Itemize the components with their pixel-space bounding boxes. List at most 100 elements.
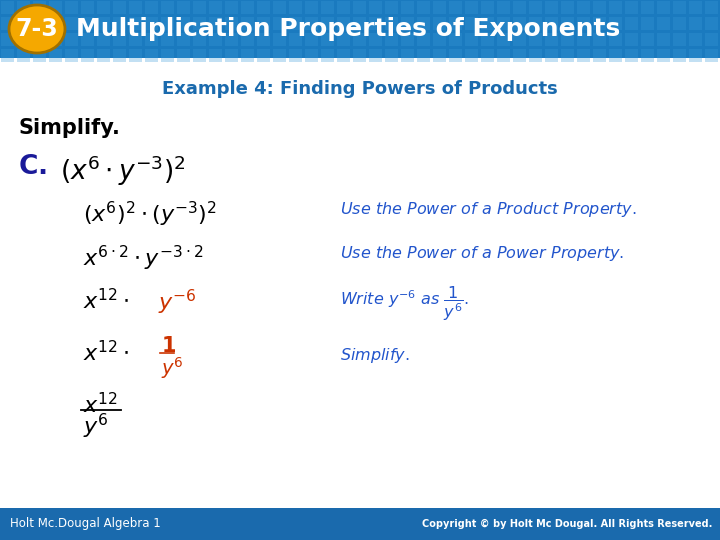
Bar [81, 49, 94, 62]
Bar [193, 1, 206, 14]
Bar [337, 17, 350, 30]
Text: $x^{6 \cdot 2} \cdot y^{-3 \cdot 2}$: $x^{6 \cdot 2} \cdot y^{-3 \cdot 2}$ [83, 244, 203, 273]
Ellipse shape [9, 5, 65, 53]
Text: $\mathbf{1}$: $\mathbf{1}$ [161, 336, 176, 356]
Bar [241, 17, 254, 30]
Bar [465, 17, 478, 30]
Bar [129, 49, 142, 62]
Bar [497, 33, 510, 46]
Bar [49, 33, 62, 46]
Bar [481, 49, 494, 62]
Bar [273, 1, 286, 14]
Bar [561, 49, 574, 62]
Bar [513, 49, 526, 62]
Bar [449, 1, 462, 14]
Bar [465, 1, 478, 14]
Bar [241, 1, 254, 14]
Bar [705, 1, 718, 14]
Bar [209, 49, 222, 62]
Bar [481, 17, 494, 30]
Text: $(x^6 \cdot y^{-3})^2$: $(x^6 \cdot y^{-3})^2$ [60, 154, 186, 188]
Bar [673, 1, 686, 14]
Bar [81, 17, 94, 30]
Bar [161, 49, 174, 62]
Bar [321, 17, 334, 30]
Text: $x^{12} \cdot$: $x^{12} \cdot$ [83, 340, 129, 365]
Bar [193, 33, 206, 46]
Bar [449, 33, 462, 46]
Bar [113, 1, 126, 14]
Text: $\mathit{Use\ the\ Power\ of\ a\ Power\ Property.}$: $\mathit{Use\ the\ Power\ of\ a\ Power\ … [340, 244, 624, 263]
Bar [97, 49, 110, 62]
Text: $\mathit{Use\ the\ Power\ of\ a\ Product\ Property.}$: $\mathit{Use\ the\ Power\ of\ a\ Product… [340, 200, 636, 219]
Bar [369, 33, 382, 46]
Bar [129, 17, 142, 30]
Text: $x^{12}$: $x^{12}$ [83, 392, 118, 417]
Bar [609, 1, 622, 14]
Bar [17, 33, 30, 46]
Bar [305, 33, 318, 46]
Bar [81, 1, 94, 14]
Bar [593, 17, 606, 30]
Text: Multiplication Properties of Exponents: Multiplication Properties of Exponents [76, 17, 620, 41]
Bar [337, 49, 350, 62]
Bar [497, 17, 510, 30]
Bar [433, 17, 446, 30]
Bar [225, 33, 238, 46]
Bar [513, 1, 526, 14]
Text: $\mathit{Simplify.}$: $\mathit{Simplify.}$ [340, 346, 410, 365]
Bar [481, 1, 494, 14]
Bar [529, 33, 542, 46]
Bar [641, 1, 654, 14]
Bar [257, 1, 270, 14]
Bar [321, 49, 334, 62]
Bar [321, 33, 334, 46]
Bar [17, 49, 30, 62]
Bar [177, 1, 190, 14]
Bar [113, 17, 126, 30]
Bar [353, 49, 366, 62]
Bar [353, 17, 366, 30]
Bar [561, 1, 574, 14]
Bar [513, 33, 526, 46]
Bar [401, 49, 414, 62]
Bar [49, 17, 62, 30]
Bar [177, 49, 190, 62]
Bar [177, 17, 190, 30]
Bar [1, 1, 14, 14]
Bar [465, 49, 478, 62]
Bar [625, 17, 638, 30]
Bar [33, 33, 46, 46]
Bar [545, 33, 558, 46]
Bar [209, 17, 222, 30]
Bar [289, 17, 302, 30]
Bar [673, 33, 686, 46]
Bar [625, 49, 638, 62]
Bar [305, 49, 318, 62]
Bar [529, 17, 542, 30]
Bar [65, 1, 78, 14]
Bar [241, 49, 254, 62]
Bar [225, 1, 238, 14]
Bar [1, 17, 14, 30]
Bar [145, 33, 158, 46]
Bar [545, 49, 558, 62]
Bar [17, 17, 30, 30]
Bar [401, 33, 414, 46]
Bar [561, 17, 574, 30]
Bar [161, 33, 174, 46]
Bar [609, 33, 622, 46]
Bar [353, 33, 366, 46]
Bar [33, 17, 46, 30]
Bar [161, 1, 174, 14]
Bar [417, 49, 430, 62]
Bar [145, 49, 158, 62]
Bar [337, 1, 350, 14]
Text: $y^6$: $y^6$ [161, 355, 184, 381]
Bar [433, 49, 446, 62]
Bar [641, 33, 654, 46]
Bar [257, 17, 270, 30]
Bar [145, 1, 158, 14]
Bar [385, 17, 398, 30]
Bar [193, 17, 206, 30]
